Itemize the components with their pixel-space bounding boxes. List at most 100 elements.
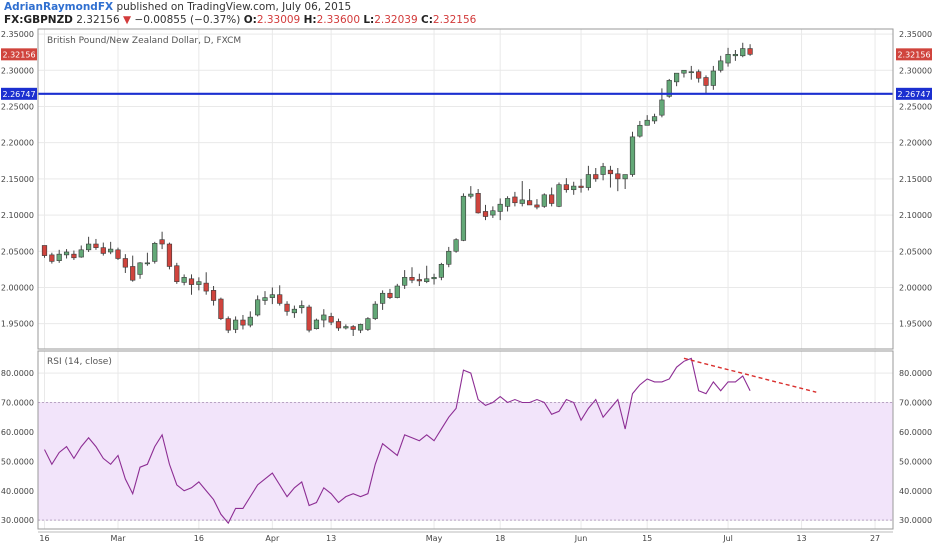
x-tick-label: Jul (722, 534, 733, 543)
rsi-y-tick-right: 30.0000 (899, 516, 932, 525)
rsi-pane-frame (37, 350, 894, 530)
candle-down (71, 253, 77, 259)
candle-down (306, 306, 312, 331)
candle-down (747, 48, 753, 55)
candle-up (299, 305, 305, 309)
y-tick-right: 2.05000 (899, 247, 932, 256)
candle-up (233, 319, 239, 330)
y-tick-right: 2.35000 (899, 30, 932, 39)
y-tick-left: 2.35000 (1, 30, 34, 39)
rsi-y-tick-left: 40.0000 (1, 487, 34, 496)
candle-up (637, 124, 643, 137)
y-tick-left: 1.95000 (1, 320, 34, 329)
candle-up (556, 184, 562, 207)
candle-up (56, 253, 62, 261)
y-tick-right: 2.00000 (899, 283, 932, 292)
rsi-y-tick-left: 80.0000 (1, 369, 34, 378)
candle-down (335, 321, 342, 329)
candle-down (387, 292, 393, 298)
candle-up (321, 314, 327, 321)
main-pane-frame (37, 28, 894, 350)
candle-up (659, 99, 665, 116)
y-tick-right: 2.15000 (899, 175, 932, 184)
y-tick-right: 1.95000 (899, 320, 932, 329)
candle-down (615, 173, 621, 180)
candle-up (571, 185, 577, 191)
quote-line: FX:GBPNZD 2.32156 ▼ −0.00855 (−0.37%) O:… (4, 14, 476, 27)
rsi-y-tick-left: 70.0000 (1, 398, 34, 407)
low-label: L: (363, 14, 375, 26)
candle-up (468, 193, 474, 197)
y-tick-right: 2.10000 (899, 211, 932, 220)
publish-text: published on TradingView.com, July 06, 2… (116, 1, 352, 13)
candle-down (277, 294, 283, 304)
rsi-y-tick-right: 70.0000 (899, 398, 932, 407)
candle-up (710, 70, 716, 86)
rsi-y-tick-right: 50.0000 (899, 457, 932, 466)
y-tick-left: 2.10000 (1, 211, 34, 220)
y-tick-right: 2.20000 (899, 139, 932, 148)
candle-up (313, 319, 320, 330)
candle-up (343, 326, 349, 329)
author-link[interactable]: AdrianRaymondFX (4, 1, 114, 13)
candle-up (732, 54, 738, 57)
candle-down (49, 254, 55, 262)
candle-up (622, 174, 628, 180)
low-value: 2.32039 (374, 14, 418, 26)
y-tick-left: 2.30000 (1, 66, 34, 75)
candle-up (372, 303, 378, 319)
axis-labels: 2.35000 2.35000 2.30000 2.30000 2.25000 2.250… (1, 30, 932, 543)
candle-down (703, 77, 709, 86)
candle-up (438, 263, 445, 278)
candle-down (100, 247, 106, 254)
candle-up (402, 277, 408, 286)
candle-down (328, 316, 334, 323)
candle-up (644, 119, 650, 126)
candle-down (240, 319, 246, 326)
close-label: C: (421, 14, 433, 26)
rsi-band (38, 402, 893, 521)
candle-up (424, 278, 430, 282)
chart-header: AdrianRaymondFX published on TradingView… (4, 1, 476, 27)
candle-down (225, 318, 231, 331)
hline-price-tag-left: 2.26747 (2, 90, 35, 99)
x-tick-label: 13 (326, 534, 336, 543)
candle-up (152, 242, 158, 262)
symbol-label[interactable]: FX:GBPNZD (4, 14, 73, 26)
y-tick-right: 2.30000 (899, 66, 932, 75)
candle-up (431, 277, 437, 280)
candle-up (108, 248, 114, 253)
candle-down (416, 279, 422, 282)
candle-down (41, 245, 48, 256)
x-tick-label: 16 (194, 534, 204, 543)
candle-up (394, 285, 400, 298)
change-value: −0.00855 (−0.37%) (134, 14, 241, 26)
rsi-trendline[interactable] (683, 357, 817, 393)
candle-up (688, 71, 694, 74)
candle-up (357, 324, 364, 331)
candle-up (673, 72, 680, 83)
candle-up (196, 281, 202, 285)
candle-down (526, 200, 533, 206)
x-tick-label: 27 (870, 534, 880, 543)
candle-up (725, 54, 731, 64)
candle-down (696, 71, 702, 79)
change-arrow-icon: ▼ (123, 14, 132, 26)
candle-up (144, 262, 151, 265)
x-tick-label: May (426, 534, 443, 543)
candle-down (174, 265, 180, 282)
y-tick-right: 2.25000 (899, 102, 932, 111)
candle-up (269, 294, 275, 298)
candle-up (365, 318, 371, 330)
candle-up (137, 262, 143, 275)
candles (41, 42, 753, 336)
candle-up (541, 194, 547, 207)
candle-down (122, 258, 128, 268)
y-tick-left: 2.00000 (1, 283, 34, 292)
rsi-pane-title: RSI (14, close) (47, 357, 112, 367)
open-label: O: (243, 14, 257, 26)
rsi-y-tick-left: 50.0000 (1, 457, 34, 466)
candle-up (497, 203, 503, 212)
y-tick-left: 2.20000 (1, 139, 34, 148)
